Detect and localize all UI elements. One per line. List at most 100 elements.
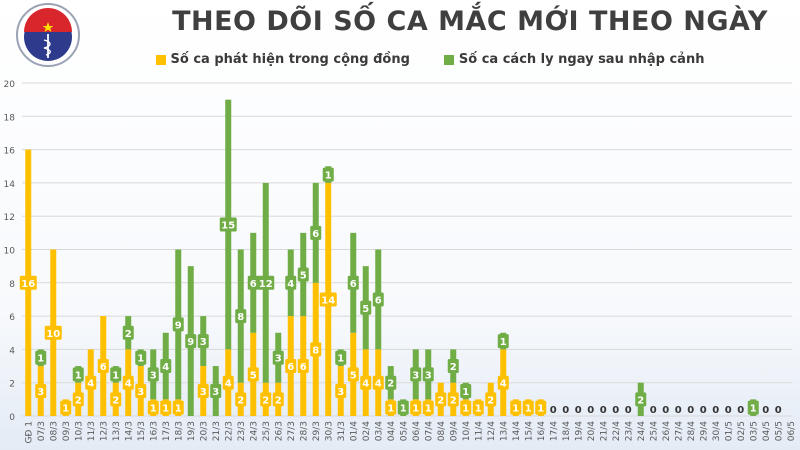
data-label-box-quarantine xyxy=(272,350,284,365)
x-tick-label: 12/4 xyxy=(487,421,497,441)
x-tick-label: 29/3 xyxy=(312,421,322,441)
data-label-community: 1 xyxy=(175,404,182,415)
data-label-box-community xyxy=(72,392,84,407)
data-label-box-community xyxy=(122,375,134,390)
data-label-quarantine: 5 xyxy=(300,270,307,281)
data-label-community: 1 xyxy=(62,404,69,415)
data-label-box-community xyxy=(260,392,272,407)
x-tick-label: 26/3 xyxy=(274,421,284,441)
data-label-box-community xyxy=(35,384,47,399)
page-title: THEO DÕI SỐ CA MẮC MỚI THEO NGÀY xyxy=(172,6,768,37)
x-tick-label: 07/3 xyxy=(37,421,47,441)
data-label-box-community xyxy=(147,400,159,415)
data-label-box-quarantine xyxy=(397,400,409,415)
data-label-community: 2 xyxy=(112,395,119,406)
data-label-community: 4 xyxy=(362,379,369,390)
x-tick-label: 25/4 xyxy=(649,421,659,441)
y-tick-label: 0 xyxy=(9,413,15,423)
data-label-community: 10 xyxy=(46,329,60,340)
data-label-quarantine: 4 xyxy=(287,279,294,290)
data-label-zero: 0 xyxy=(612,405,619,416)
x-tick-label: 22/3 xyxy=(224,421,234,441)
data-label-community: 6 xyxy=(300,362,307,373)
y-tick-label: 20 xyxy=(4,80,16,90)
data-label-box-community xyxy=(435,392,447,407)
x-tick-label: 13/3 xyxy=(112,421,122,441)
data-label-zero: 0 xyxy=(712,405,719,416)
x-tick-label: 30/4 xyxy=(712,421,722,441)
data-label-box-quarantine xyxy=(347,275,359,290)
x-tick-label: 01/5 xyxy=(724,421,734,441)
data-label-box-community xyxy=(472,400,484,415)
data-label-quarantine: 1 xyxy=(400,404,407,415)
data-label-box-quarantine xyxy=(35,350,47,365)
data-label-community: 6 xyxy=(100,362,107,373)
x-tick-label: 17/4 xyxy=(549,421,559,441)
data-label-box-community xyxy=(372,375,384,390)
x-tick-label: 24/3 xyxy=(249,421,259,441)
data-label-box-community xyxy=(319,292,337,307)
data-label-box-quarantine xyxy=(422,367,434,382)
data-label-box-community xyxy=(485,392,497,407)
data-label-box-community xyxy=(135,384,147,399)
data-label-box-quarantine xyxy=(110,367,122,382)
data-label-box-quarantine xyxy=(497,334,509,349)
data-label-community: 1 xyxy=(412,404,419,415)
x-tick-label: 29/4 xyxy=(699,421,709,441)
data-label-quarantine: 6 xyxy=(250,279,257,290)
x-tick-label: 27/3 xyxy=(287,421,297,441)
data-label-community: 1 xyxy=(387,404,394,415)
x-tick-label: 14/3 xyxy=(124,421,134,441)
data-label-quarantine: 2 xyxy=(450,362,457,373)
x-tick-label: 02/5 xyxy=(737,421,747,441)
data-label-box-quarantine xyxy=(447,359,459,374)
data-label-box-community xyxy=(97,359,109,374)
y-tick-label: 16 xyxy=(4,147,16,157)
data-label-quarantine: 6 xyxy=(312,229,319,240)
data-label-quarantine: 9 xyxy=(175,320,182,331)
y-tick-label: 14 xyxy=(4,180,16,190)
x-tick-label: 06/4 xyxy=(412,421,422,441)
data-label-quarantine: 1 xyxy=(462,387,469,398)
data-label-quarantine: 2 xyxy=(637,395,644,406)
x-tick-label: 31/3 xyxy=(337,421,347,441)
y-tick-label: 2 xyxy=(9,380,15,390)
x-tick-label: 20/3 xyxy=(199,421,209,441)
data-label-community: 2 xyxy=(75,395,82,406)
x-tick-label: 16/3 xyxy=(149,421,159,441)
data-label-box-community xyxy=(297,359,309,374)
legend: Số ca phát hiện trong cộng đồng Số ca cá… xyxy=(0,52,800,67)
data-label-box-quarantine xyxy=(147,367,159,382)
data-label-box-quarantine xyxy=(197,334,209,349)
x-tick-label: 04/4 xyxy=(387,421,397,441)
x-tick-label: 23/4 xyxy=(624,421,634,441)
data-label-box-community xyxy=(197,384,209,399)
data-label-community: 1 xyxy=(162,404,169,415)
x-tick-label: 28/4 xyxy=(687,421,697,441)
data-label-community: 2 xyxy=(237,395,244,406)
x-tick-label: 12/3 xyxy=(99,421,109,441)
data-label-community: 16 xyxy=(21,279,35,290)
data-label-box-community xyxy=(510,400,522,415)
legend-item-community: Số ca phát hiện trong cộng đồng xyxy=(155,52,410,67)
x-tick-label: GĐ 1 xyxy=(24,421,34,444)
data-label-community: 1 xyxy=(512,404,519,415)
y-tick-label: 4 xyxy=(9,346,15,356)
x-tick-label: 03/5 xyxy=(749,421,759,441)
data-label-box-community xyxy=(385,400,397,415)
legend-item-quarantine: Số ca cách ly ngay sau nhập cảnh xyxy=(443,52,704,67)
data-label-zero: 0 xyxy=(687,405,694,416)
y-tick-label: 18 xyxy=(4,113,16,123)
data-label-community: 4 xyxy=(500,379,507,390)
data-label-quarantine: 8 xyxy=(237,312,244,323)
x-tick-label: 17/3 xyxy=(162,421,172,441)
x-tick-label: 21/3 xyxy=(212,421,222,441)
data-label-box-community xyxy=(19,275,37,290)
data-label-box-community xyxy=(60,400,72,415)
data-label-box-community xyxy=(522,400,534,415)
x-tick-label: 18/4 xyxy=(562,421,572,441)
data-label-box-community xyxy=(335,384,347,399)
data-label-community: 1 xyxy=(537,404,544,415)
data-label-community: 8 xyxy=(312,345,319,356)
x-tick-label: 02/4 xyxy=(362,421,372,441)
